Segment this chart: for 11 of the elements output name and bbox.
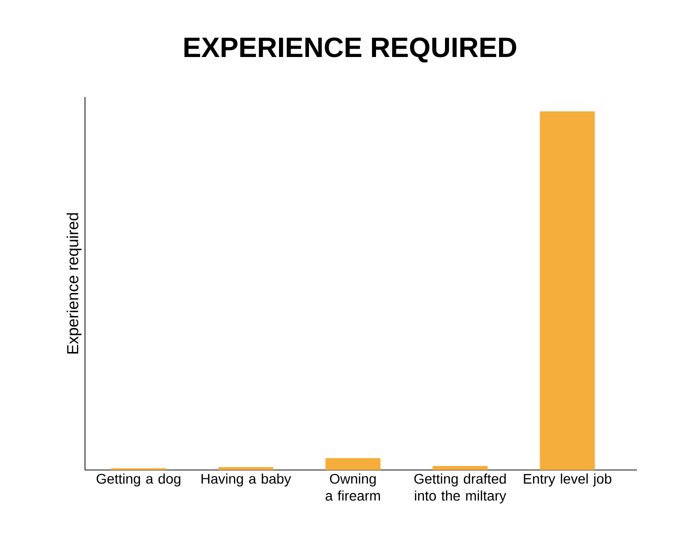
y-axis-title: Experience required <box>66 213 82 354</box>
x-tick-label: Owning a firearm <box>326 474 380 501</box>
x-tick-label: Getting a dog <box>96 474 180 486</box>
bar <box>325 458 380 470</box>
chart-title: EXPERIENCE REQUIRED <box>184 38 516 62</box>
bar <box>432 466 488 470</box>
bar <box>218 467 274 470</box>
x-tick-label: Having a baby <box>202 474 292 486</box>
x-tick-label: Entry level job <box>524 474 612 486</box>
x-tick-label: Getting drafted into the miltary <box>414 474 506 504</box>
bar <box>540 111 595 470</box>
